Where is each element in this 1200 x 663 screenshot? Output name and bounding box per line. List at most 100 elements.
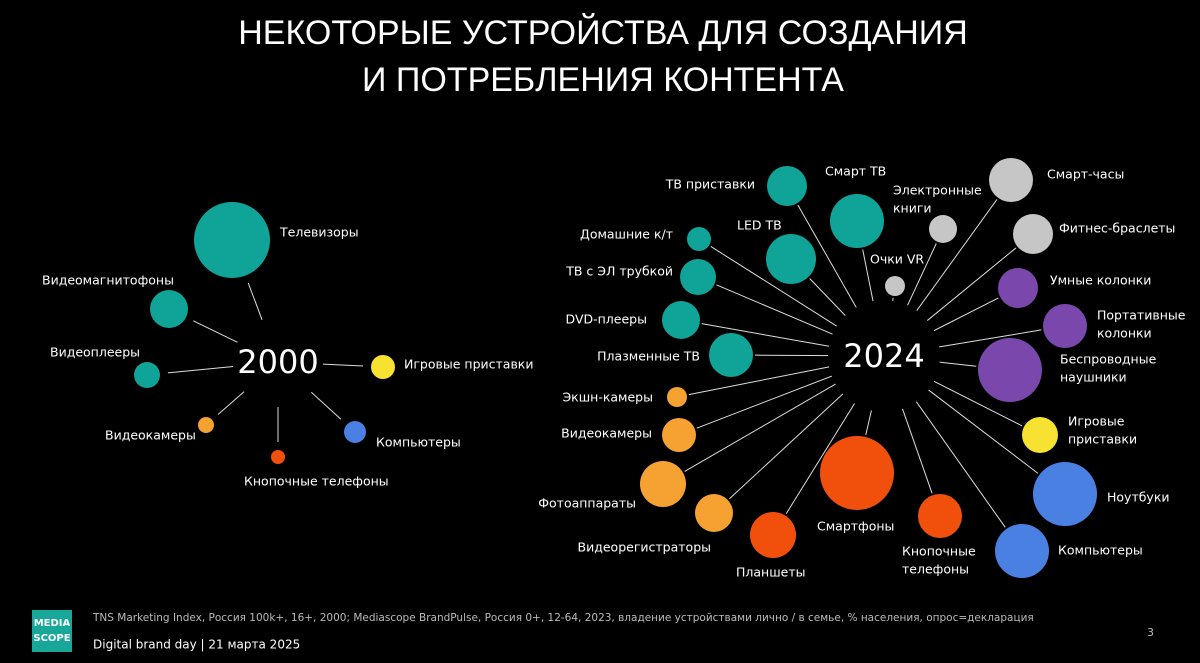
device-label: Кнопочные телефоны xyxy=(244,474,389,489)
title-line: НЕКОТОРЫЕ УСТРОЙСТВА ДЛЯ СОЗДАНИЯ xyxy=(238,14,968,52)
connector xyxy=(247,282,263,321)
device-label: Смарт ТВ xyxy=(825,164,886,179)
device-label: Электронные xyxy=(893,183,982,198)
device-label: Домашние к/т xyxy=(580,227,673,242)
connector xyxy=(785,398,859,515)
center-year: 2000 xyxy=(237,343,318,381)
device-label: Умные колонки xyxy=(1050,273,1151,288)
connector xyxy=(922,247,1017,325)
logo xyxy=(32,610,72,652)
device-bubble xyxy=(830,194,884,248)
device-label: Компьютеры xyxy=(376,435,461,450)
device-bubble xyxy=(662,418,696,452)
device-label: книги xyxy=(893,201,932,216)
connector xyxy=(754,354,835,357)
device-bubble xyxy=(194,202,270,278)
device-bubble xyxy=(998,268,1038,308)
connector xyxy=(912,396,1006,528)
device-label: Игровые приставки xyxy=(404,357,534,372)
connector xyxy=(322,363,364,367)
page-number: 3 xyxy=(1147,626,1154,639)
device-bubble xyxy=(1043,304,1087,348)
device-label: Видеомагнитофоны xyxy=(42,273,174,288)
connector xyxy=(928,297,999,334)
device-bubble xyxy=(918,494,962,538)
device-label: телефоны xyxy=(902,562,969,577)
connector xyxy=(904,243,937,311)
connector xyxy=(933,329,1042,349)
device-bubble xyxy=(271,450,285,464)
device-bubble xyxy=(667,387,687,407)
device-bubble xyxy=(662,301,700,339)
device-label: DVD-плееры xyxy=(566,312,647,327)
connector xyxy=(167,365,234,374)
connector xyxy=(797,204,860,313)
device-label: Портативные xyxy=(1097,308,1186,323)
device-label: Беспроводные xyxy=(1060,352,1157,367)
device-bubble xyxy=(150,290,188,328)
device-bubble xyxy=(344,421,366,443)
device-bubble xyxy=(750,512,796,558)
device-label: ТВ с ЭЛ трубкой xyxy=(565,264,673,279)
device-bubble xyxy=(978,338,1042,402)
connector xyxy=(729,389,848,500)
device-label: Видеоплееры xyxy=(50,345,140,360)
title-line: И ПОТРЕБЛЕНИЯ КОНТЕНТА xyxy=(362,61,844,99)
connector xyxy=(862,249,875,308)
device-bubble xyxy=(134,362,160,388)
device-label: Смарт-часы xyxy=(1047,167,1124,182)
connector xyxy=(923,385,1039,474)
device-bubble xyxy=(695,494,733,532)
device-bubble xyxy=(709,333,753,377)
device-label: приставки xyxy=(1068,432,1137,447)
source: TNS Marketing Index, Россия 100k+, 16+, … xyxy=(92,612,1034,624)
device-label: колонки xyxy=(1097,326,1152,341)
device-label: Плазменные ТВ xyxy=(597,349,700,364)
connector xyxy=(688,365,836,396)
device-label: наушники xyxy=(1060,370,1127,385)
device-bubble xyxy=(929,215,957,243)
center-year: 2024 xyxy=(843,337,924,375)
device-bubble xyxy=(371,355,395,379)
connector xyxy=(928,378,1023,427)
device-label: Планшеты xyxy=(736,565,806,580)
connector xyxy=(809,278,850,321)
device-bubble xyxy=(989,158,1033,202)
device-label: LED ТВ xyxy=(737,218,782,233)
connector xyxy=(684,380,841,472)
device-label: Игровые xyxy=(1068,414,1125,429)
device-bubble xyxy=(687,227,711,251)
device-label: Видеокамеры xyxy=(105,428,196,443)
connector xyxy=(933,361,977,367)
device-label: Смартфоны xyxy=(817,519,894,534)
connector xyxy=(912,199,998,316)
device-bubble xyxy=(767,166,807,206)
event: Digital brand day | 21 марта 2025 xyxy=(93,638,300,652)
center-circle xyxy=(828,300,940,412)
connector xyxy=(217,391,245,415)
connector xyxy=(701,323,835,348)
device-label: Фитнес-браслеты xyxy=(1059,221,1175,236)
device-label: ТВ приставки xyxy=(665,177,755,192)
device-bubble xyxy=(680,259,716,295)
device-bubble xyxy=(198,417,214,433)
device-label: Видеорегистраторы xyxy=(578,540,711,555)
device-bubble xyxy=(766,234,816,284)
device-label: Очки VR xyxy=(870,252,924,267)
device-bubble xyxy=(820,436,894,510)
connector xyxy=(716,284,839,337)
device-label: Компьютеры xyxy=(1058,543,1143,558)
logo-text: SCOPE xyxy=(33,633,70,644)
device-label: Кнопочные xyxy=(902,544,976,559)
logo-text: MEDIA xyxy=(34,618,71,629)
center-circle xyxy=(233,317,323,407)
device-bubble xyxy=(640,461,686,507)
connector xyxy=(696,373,838,429)
device-bubble xyxy=(1033,462,1097,526)
connector xyxy=(900,403,933,494)
device-bubble xyxy=(1022,417,1058,453)
device-label: Видеокамеры xyxy=(561,426,652,441)
connector xyxy=(193,320,238,343)
device-label: Фотоаппараты xyxy=(538,496,636,511)
